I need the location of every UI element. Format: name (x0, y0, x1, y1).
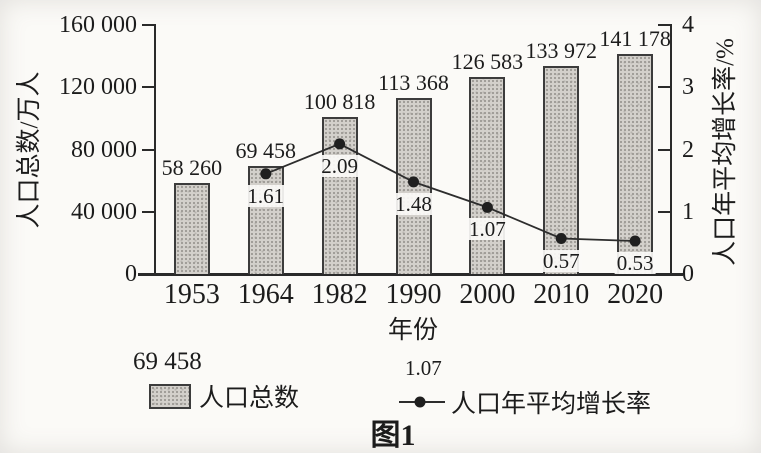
x-axis-line (138, 273, 683, 276)
growth-rate-value-label-2020: 0.53 (614, 251, 656, 275)
bar-value-label-1990: 113 368 (378, 69, 449, 95)
x-tick-label-2000: 2000 (459, 279, 516, 310)
bar-1964 (247, 165, 284, 274)
left-axis-tick (142, 86, 155, 89)
legend-bar-example-value: 69 458 (133, 348, 202, 375)
x-tick-label-2020: 2020 (607, 279, 664, 310)
right-y-axis-line (670, 24, 672, 275)
left-axis-tick (142, 273, 155, 275)
left-axis-tick-label: 0 (125, 261, 137, 287)
right-axis-tick-label: 4 (682, 12, 694, 38)
bar-value-label-2000: 126 583 (451, 49, 524, 74)
x-tick-label-1964: 1964 (237, 279, 294, 310)
bar-1982 (321, 117, 358, 274)
bar-value-label-1964: 69 458 (235, 137, 297, 163)
right-axis-tick (658, 273, 671, 275)
bar-1953 (173, 183, 210, 274)
left-axis-tick (142, 210, 155, 213)
growth-rate-value-label-1990: 1.48 (393, 191, 434, 216)
left-axis-tick-label: 120 000 (59, 74, 137, 101)
growth-rate-value-label-2000: 1.07 (466, 217, 508, 242)
left-axis-tick (142, 24, 155, 26)
legend-item-growth-rate: 1.07 人口年平均增长率 (399, 355, 651, 420)
bar-value-label-1982: 100 818 (303, 89, 376, 115)
x-tick-label-1990: 1990 (385, 279, 442, 310)
bar-2010 (543, 65, 580, 274)
bar-value-label-1953: 58 260 (161, 155, 223, 181)
right-axis-tick (658, 24, 671, 26)
bar-1990 (395, 97, 432, 274)
legend-line-label: 人口年平均增长率 (451, 391, 652, 418)
right-axis-tick (658, 86, 671, 89)
right-axis-tick-label: 1 (682, 198, 694, 225)
figure-caption: 图1 (370, 419, 416, 452)
left-axis-tick-label: 160 000 (59, 12, 137, 38)
x-tick-label-2010: 2010 (533, 279, 590, 310)
right-axis-tick-label: 0 (682, 261, 694, 287)
x-axis-title: 年份 (387, 317, 438, 344)
bar-legend-swatch-icon (149, 383, 191, 409)
bar-value-label-2020: 141 178 (599, 26, 671, 52)
legend-line-example-value: 1.07 (405, 356, 442, 380)
right-axis-tick (658, 148, 671, 151)
bar-2020 (617, 54, 654, 274)
bar-value-label-2010: 133 972 (525, 37, 597, 63)
growth-rate-value-label-1964: 1.61 (245, 183, 287, 208)
right-axis-tick-label: 2 (682, 136, 694, 163)
right-axis-tick-label: 3 (682, 74, 694, 101)
bar-2000 (469, 77, 506, 274)
legend-item-population: 69 458 人口总数 (133, 349, 299, 414)
right-y-axis-title: 人口年平均增长率/% (712, 38, 739, 266)
x-tick-label-1982: 1982 (311, 279, 368, 310)
left-axis-tick (142, 148, 155, 151)
growth-rate-value-label-2010: 0.57 (540, 248, 582, 273)
right-axis-tick (658, 210, 671, 213)
legend-bar-label: 人口总数 (199, 385, 300, 412)
left-y-axis-line (154, 24, 156, 275)
line-legend-symbol-icon (399, 396, 445, 408)
x-tick-label-1953: 1953 (163, 279, 220, 310)
left-axis-tick-label: 80 000 (71, 136, 137, 163)
growth-rate-value-label-1982: 2.09 (319, 153, 361, 178)
left-axis-tick-label: 40 000 (71, 198, 137, 225)
